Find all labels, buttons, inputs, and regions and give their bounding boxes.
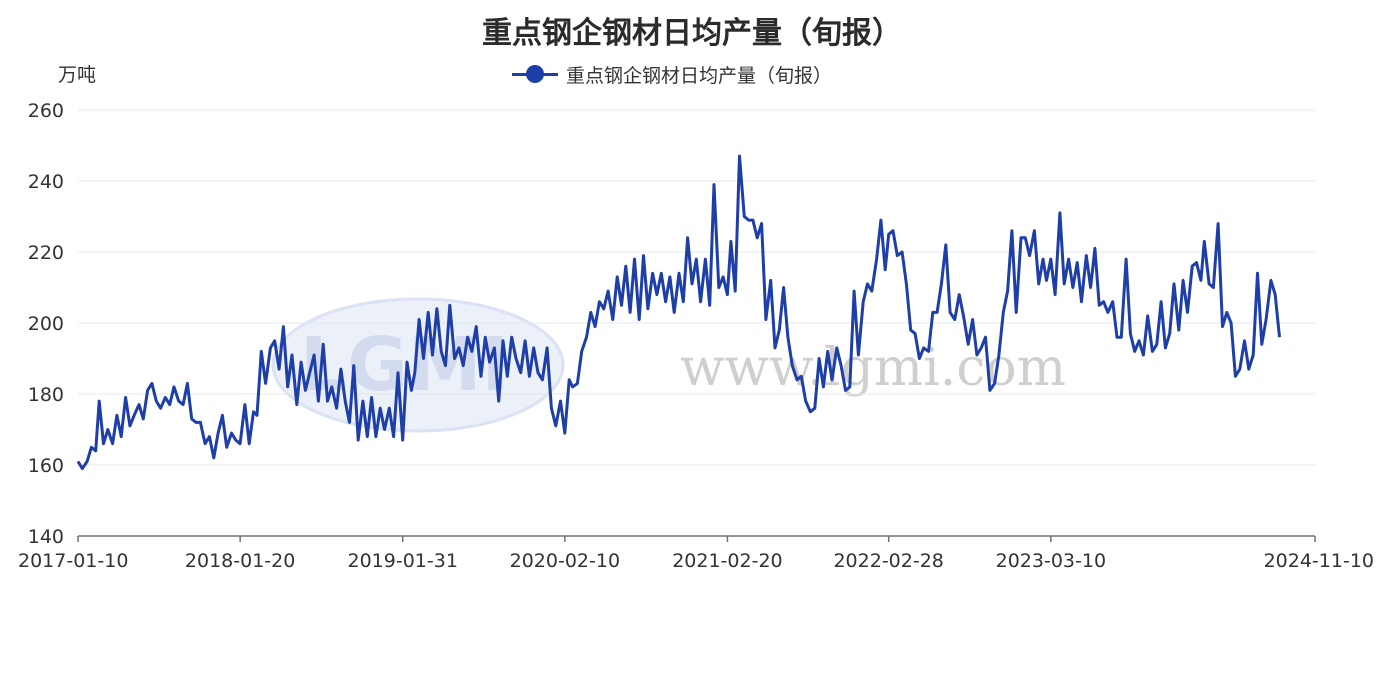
x-tick-label: 2024-11-10 [1264, 550, 1374, 572]
x-tick-label: 2022-02-28 [833, 550, 943, 572]
y-tick-label: 140 [28, 526, 64, 548]
x-tick-label: 2017-01-10 [18, 550, 128, 572]
x-tick-label: 2018-01-20 [185, 550, 295, 572]
legend-swatch-icon [512, 62, 558, 86]
legend-label: 重点钢企钢材日均产量（旬报） [566, 64, 833, 87]
x-tick-label: 2020-02-10 [510, 550, 620, 572]
y-tick-label: 220 [28, 242, 64, 264]
chart-title: 重点钢企钢材日均产量（旬报） [482, 16, 902, 51]
y-axis-unit-label: 万吨 [58, 64, 97, 86]
y-tick-label: 160 [28, 455, 64, 477]
legend[interactable]: 重点钢企钢材日均产量（旬报） [512, 60, 832, 88]
x-tick-label: 2021-02-20 [672, 550, 782, 572]
watermark-url: www.lgmi.com [680, 338, 1066, 398]
y-tick-label: 180 [28, 384, 64, 406]
watermark: LGMI www.lgmi.com [271, 297, 1066, 433]
y-axis-ticks: 140 160 180 200 220 240 260 [28, 100, 64, 548]
x-tick-label: 2019-01-31 [347, 550, 457, 572]
y-tick-label: 260 [28, 100, 64, 122]
x-axis: 2017-01-10 2018-01-20 2019-01-31 2020-02-10… [18, 535, 1374, 572]
y-tick-label: 200 [28, 313, 64, 335]
series-line [76, 154, 1281, 471]
grid-lines [78, 109, 1315, 466]
y-tick-label: 240 [28, 171, 64, 193]
x-tick-label: 2023-03-10 [996, 550, 1106, 572]
